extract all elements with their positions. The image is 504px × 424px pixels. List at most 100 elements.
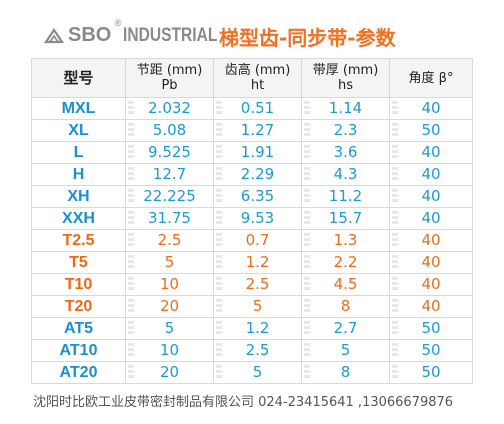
cell-model: MXL: [31, 97, 126, 120]
cell-model-value: T2.5: [62, 232, 95, 249]
cell-model: AT10: [31, 339, 126, 362]
cell-pitch: 31.75: [125, 207, 214, 230]
cell-pitch-value: 2.032: [148, 99, 191, 117]
cell-tooth-height: 1.2: [213, 317, 302, 340]
cell-belt-thickness: 2.7: [301, 317, 390, 340]
cell-belt-thickness-value: 11.2: [328, 187, 363, 205]
cell-model-value: T5: [69, 254, 88, 271]
watermark-strip: [128, 233, 134, 248]
cell-belt-thickness-value: 2.2: [333, 253, 358, 271]
cell-pitch: 22.225: [125, 185, 214, 208]
cell-tooth-height: 2.5: [213, 273, 302, 296]
cell-model-value: AT5: [63, 320, 94, 337]
cell-pitch: 20: [125, 361, 214, 384]
watermark-strip: [128, 145, 134, 160]
watermark-strip: [216, 101, 222, 116]
cell-pitch: 20: [125, 295, 214, 318]
table-row: XXH 31.75 9.53 15.7 40: [31, 207, 473, 230]
cell-model-value: MXL: [61, 100, 96, 117]
watermark-strip: [304, 145, 310, 160]
cell-tooth-height-value: 5: [252, 297, 263, 315]
watermark-strip: [216, 343, 222, 358]
watermark-strip: [216, 321, 222, 336]
watermark-strip: [216, 167, 222, 182]
cell-pitch-value: 10: [159, 341, 180, 359]
column-header-belt-thickness: 带厚 (mm) hs: [301, 58, 390, 98]
table-row: XL 5.08 1.27 2.3 50: [31, 119, 473, 142]
cell-pitch-value: 2.5: [157, 231, 182, 249]
cell-angle: 40: [389, 185, 473, 208]
cell-tooth-height: 9.53: [213, 207, 302, 230]
cell-tooth-height-value: 1.2: [245, 253, 270, 271]
cell-angle-value: 50: [421, 363, 441, 381]
cell-angle: 40: [389, 273, 473, 296]
cell-tooth-height-value: 2.29: [240, 165, 275, 183]
cell-tooth-height-value: 0.51: [240, 99, 275, 117]
cell-belt-thickness-value: 4.3: [333, 165, 358, 183]
watermark-strip: [216, 123, 222, 138]
cell-belt-thickness: 3.6: [301, 141, 390, 164]
watermark-strip: [216, 299, 222, 314]
watermark-strip: [128, 189, 134, 204]
cell-pitch-value: 5.08: [152, 121, 187, 139]
watermark-strip: [392, 145, 398, 160]
cell-angle: 50: [389, 361, 473, 384]
cell-model: L: [31, 141, 126, 164]
cell-angle: 50: [389, 339, 473, 362]
watermark-strip: [216, 233, 222, 248]
cell-tooth-height-value: 2.5: [245, 341, 270, 359]
belt-spec-table: 型号 节距 (mm) Pb 齿高 (mm) ht 带厚 (mm) hs 角度 β° M…: [31, 58, 473, 384]
cell-angle-value: 40: [421, 143, 441, 161]
cell-belt-thickness-value: 3.6: [333, 143, 358, 161]
cell-model: T20: [31, 295, 126, 318]
cell-tooth-height: 0.51: [213, 97, 302, 120]
cell-tooth-height: 6.35: [213, 185, 302, 208]
cell-pitch: 5.08: [125, 119, 214, 142]
cell-pitch: 2.5: [125, 229, 214, 252]
cell-tooth-height-value: 2.5: [245, 275, 270, 293]
cell-belt-thickness: 8: [301, 295, 390, 318]
cell-model-value: T10: [64, 276, 93, 293]
watermark-strip: [128, 255, 134, 270]
cell-angle: 40: [389, 207, 473, 230]
cell-belt-thickness: 2.2: [301, 251, 390, 274]
table-row: T20 20 5 8 40: [31, 295, 473, 318]
cell-belt-thickness: 8: [301, 361, 390, 384]
watermark-strip: [128, 299, 134, 314]
logo-registered-mark: ®: [114, 18, 122, 28]
cell-pitch-value: 12.7: [152, 165, 187, 183]
cell-model: XXH: [31, 207, 126, 230]
watermark-strip: [216, 277, 222, 292]
cell-belt-thickness-value: 15.7: [328, 209, 363, 227]
table-row: AT20 20 5 8 50: [31, 361, 473, 384]
cell-angle: 40: [389, 97, 473, 120]
cell-tooth-height-value: 0.7: [245, 231, 270, 249]
cell-belt-thickness-value: 8: [340, 363, 351, 381]
table-row: XH 22.225 6.35 11.2 40: [31, 185, 473, 208]
cell-tooth-height: 1.2: [213, 251, 302, 274]
logo: SBO ® INDUSTRIAL: [44, 18, 238, 47]
cell-model-value: H: [72, 166, 85, 183]
cell-tooth-height-value: 6.35: [240, 187, 275, 205]
cell-tooth-height: 2.5: [213, 339, 302, 362]
table-row: T5 5 1.2 2.2 40: [31, 251, 473, 274]
column-header-pitch: 节距 (mm) Pb: [125, 58, 214, 98]
column-header-model: 型号: [31, 58, 126, 98]
cell-model: XL: [31, 119, 126, 142]
cell-model: T5: [31, 251, 126, 274]
table-row: T2.5 2.5 0.7 1.3 40: [31, 229, 473, 252]
cell-belt-thickness-value: 2.3: [333, 121, 358, 139]
logo-sbo-text: SBO ®: [68, 18, 122, 46]
watermark-strip: [304, 343, 310, 358]
watermark-strip: [304, 211, 310, 226]
cell-pitch: 5: [125, 317, 214, 340]
table-row: T10 10 2.5 4.5 40: [31, 273, 473, 296]
watermark-strip: [392, 101, 398, 116]
cell-tooth-height-value: 1.91: [240, 143, 275, 161]
cell-pitch-value: 20: [159, 363, 180, 381]
cell-model-value: AT10: [59, 342, 98, 359]
cell-pitch: 12.7: [125, 163, 214, 186]
watermark-strip: [304, 321, 310, 336]
watermark-strip: [216, 145, 222, 160]
column-header-angle: 角度 β°: [389, 58, 473, 98]
